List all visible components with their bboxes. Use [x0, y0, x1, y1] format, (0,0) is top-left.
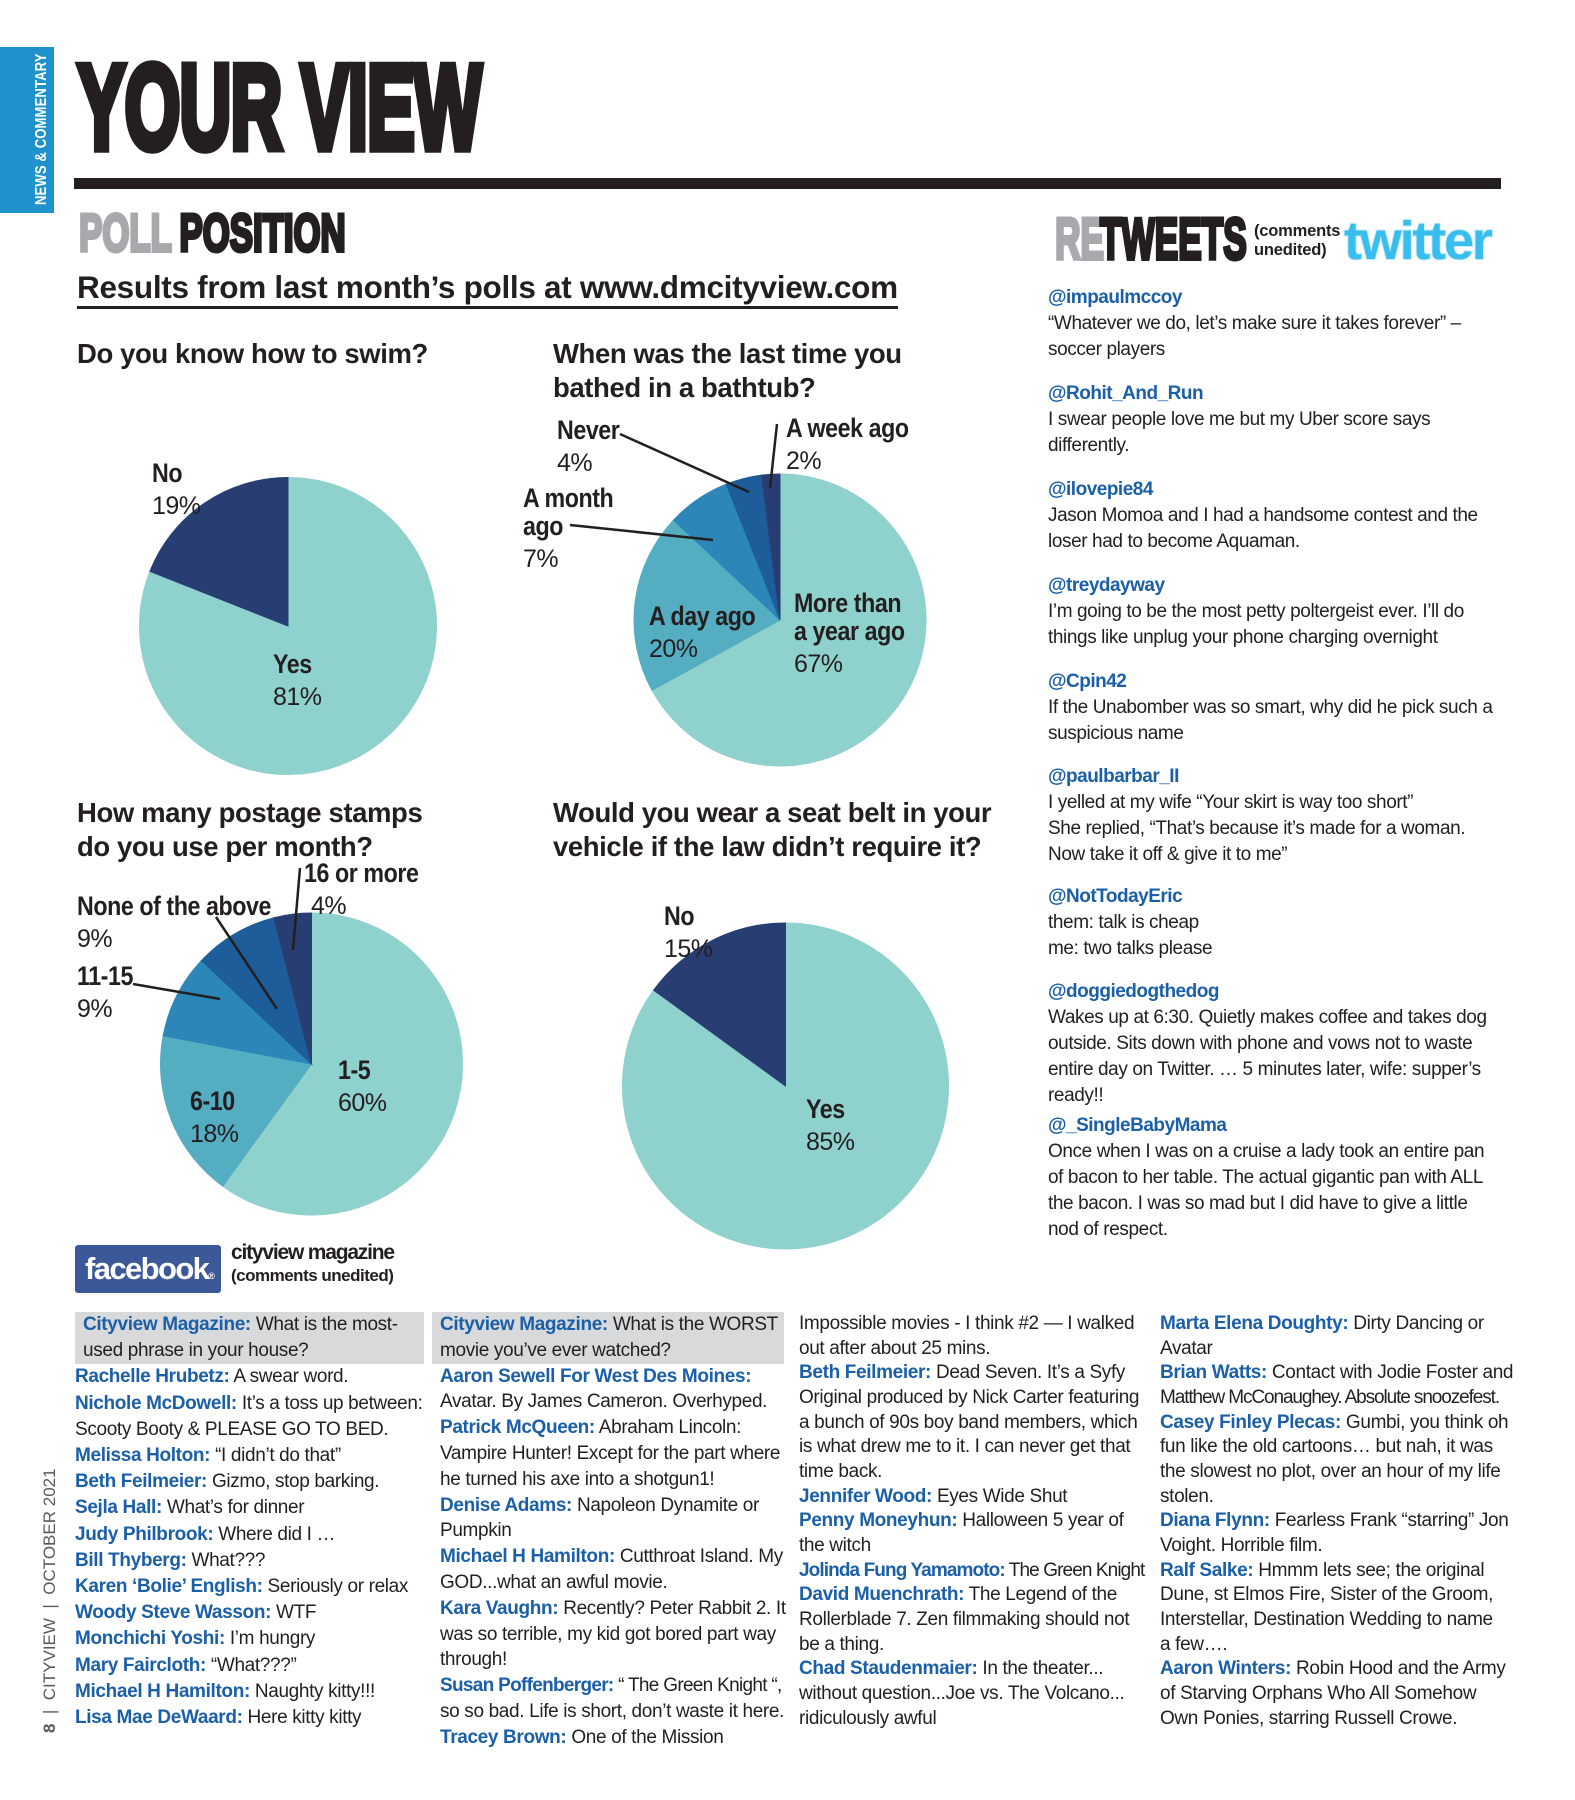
svg-text:POSITION: POSITION — [180, 204, 346, 263]
svg-text:TWEETS: TWEETS — [1100, 208, 1247, 270]
svg-text:YOUR VIEW: YOUR VIEW — [78, 40, 482, 174]
svg-text:RE: RE — [1055, 208, 1104, 270]
svg-text:twitter: twitter — [1344, 211, 1493, 270]
svg-text:POLL: POLL — [79, 204, 172, 263]
